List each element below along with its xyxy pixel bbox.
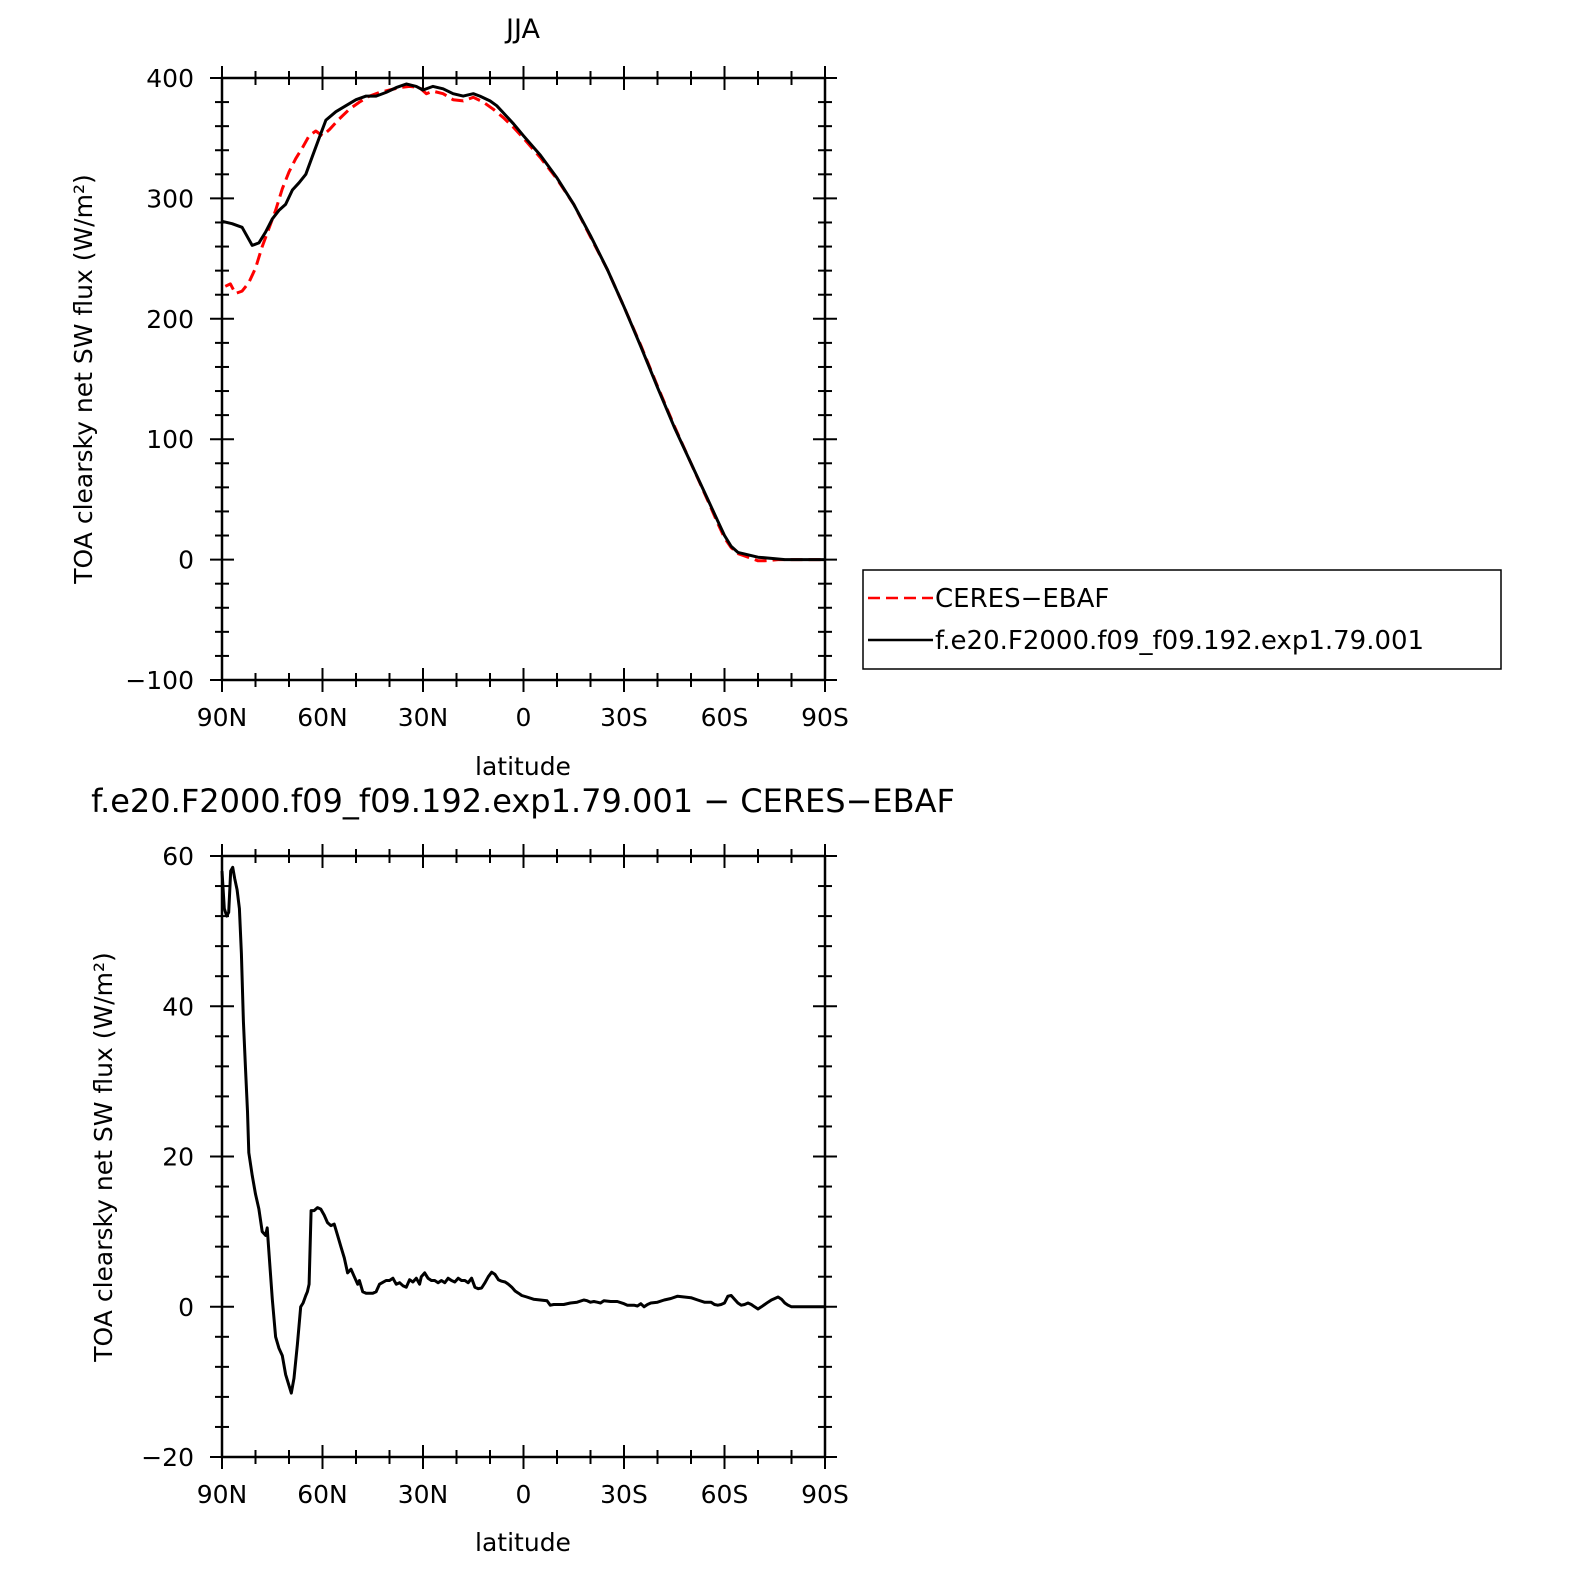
plot-frame-bottom — [220, 854, 827, 1459]
chart-title-bottom: f.e20.F2000.f09_f09.192.exp1.79.001 − CE… — [91, 782, 955, 820]
chart-title-top: JJA — [504, 14, 540, 45]
x-tick-label: 60S — [701, 1480, 749, 1509]
series-line-1-2 — [221, 82, 825, 562]
y-axis-label-top: TOA clearsky net SW flux (W/m²) — [69, 174, 98, 584]
x-tick-label: 30N — [398, 1480, 449, 1509]
series-line-1-1 — [224, 84, 825, 563]
x-tick-label: 90S — [801, 703, 849, 732]
x-tick-label: 0 — [516, 1480, 532, 1509]
panel-top: JJA 90N 60N 30N 0 30S 60S 90S −100 0 100 200 300 400… — [69, 14, 1502, 781]
y-tick-label: 300 — [146, 184, 194, 213]
y-tick-label: 40 — [162, 992, 194, 1021]
x-tick-label: 30S — [600, 703, 648, 732]
x-tick-label: 60S — [701, 703, 749, 732]
plot-frame-top — [220, 76, 827, 682]
y-tick-label: −20 — [141, 1443, 194, 1472]
legend-box — [862, 569, 1502, 670]
y-tick-label: 0 — [178, 546, 194, 575]
y-tick-label: 0 — [178, 1293, 194, 1322]
x-tick-label: 30S — [600, 1480, 648, 1509]
panel-bottom: f.e20.F2000.f09_f09.192.exp1.79.001 − CE… — [89, 782, 955, 1557]
legend-label-ceres: CERES−EBAF — [935, 584, 1109, 614]
x-tick-label: 60N — [297, 703, 348, 732]
x-tick-label: 60N — [297, 1480, 348, 1509]
x-tick-label: 0 — [516, 703, 532, 732]
y-axis-label-bottom: TOA clearsky net SW flux (W/m²) — [89, 952, 118, 1362]
y-tick-label: 200 — [146, 305, 194, 334]
y-tick-label: 400 — [146, 64, 194, 93]
x-tick-label: 30N — [398, 703, 449, 732]
legend: CERES−EBAF f.e20.F2000.f09_f09.192.exp1.… — [862, 569, 1502, 670]
ticks-bottom: 90N 60N 30N 0 30S 60S 90S −20 0 20 40 60 — [141, 842, 849, 1509]
x-axis-label-bottom: latitude — [475, 1528, 571, 1557]
y-tick-label: 20 — [162, 1143, 194, 1172]
x-tick-label: 90N — [197, 703, 248, 732]
x-tick-label: 90N — [197, 1480, 248, 1509]
legend-label-model: f.e20.F2000.f09_f09.192.exp1.79.001 — [935, 626, 1424, 656]
x-tick-label: 90S — [801, 1480, 849, 1509]
series-layer-top — [221, 82, 825, 563]
ticks-top: 90N 60N 30N 0 30S 60S 90S −100 0 100 200 300 400 — [125, 64, 849, 732]
y-tick-label: 100 — [146, 425, 194, 454]
y-tick-label: −100 — [125, 666, 194, 695]
series-layer-bottom — [220, 865, 825, 1395]
y-tick-label: 60 — [162, 842, 194, 871]
series-line-2-1 — [220, 865, 825, 1395]
x-axis-label-top: latitude — [475, 752, 571, 781]
